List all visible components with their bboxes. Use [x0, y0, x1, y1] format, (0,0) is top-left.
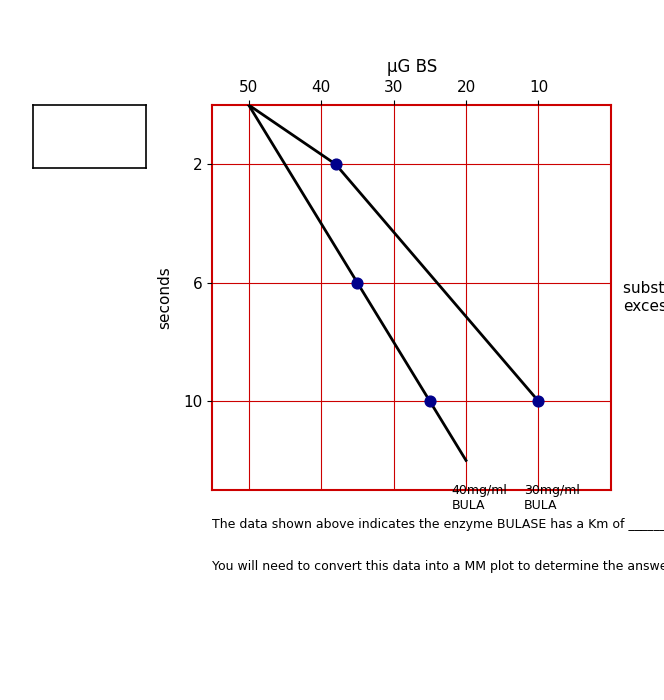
Text: You will need to convert this data into a MM plot to determine the answer.: You will need to convert this data into …: [212, 560, 664, 573]
Text: substrate in
excess: substrate in excess: [623, 281, 664, 314]
Text: 30mg/ml
BULA: 30mg/ml BULA: [524, 484, 580, 512]
Text: 40mg/ml
BULA: 40mg/ml BULA: [452, 484, 507, 512]
Point: [330, 159, 341, 170]
Point: [424, 395, 435, 407]
Text: The data shown above indicates the enzyme BULASE has a Km of _______.: The data shown above indicates the enzym…: [212, 518, 664, 531]
Point: [533, 395, 544, 407]
Y-axis label: seconds: seconds: [157, 266, 173, 329]
Point: [352, 277, 363, 288]
X-axis label: μG BS: μG BS: [386, 58, 437, 76]
